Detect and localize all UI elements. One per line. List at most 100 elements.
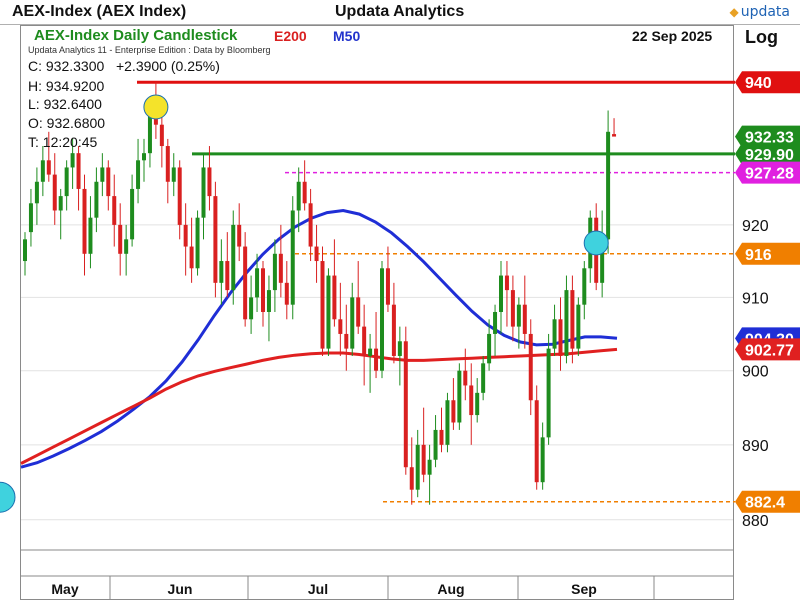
candle-body xyxy=(112,196,117,225)
ohlc-high: H: 934.9200 xyxy=(28,78,105,94)
candle-body xyxy=(106,167,111,197)
candle-body xyxy=(374,348,379,371)
candle-body xyxy=(261,268,265,312)
candle-body xyxy=(504,275,509,291)
candle-body xyxy=(493,311,498,334)
updata-logo-icon: ◆ xyxy=(729,5,739,19)
candle-body xyxy=(510,290,515,327)
candle-body xyxy=(582,268,587,305)
candle-body xyxy=(118,224,123,254)
candle-body xyxy=(499,275,503,312)
candle-body xyxy=(606,131,611,240)
candle-body xyxy=(52,174,57,211)
level-axis-label-882.4-text: 882.4 xyxy=(745,495,785,512)
candle-body xyxy=(451,400,456,423)
candle-body xyxy=(552,319,557,349)
month-label-aug: Aug xyxy=(437,581,464,597)
month-label-may: May xyxy=(51,581,78,597)
candle-body xyxy=(272,253,277,291)
y-tick-label: 880 xyxy=(742,513,769,530)
marker-circle xyxy=(583,230,609,256)
app-title: Updata Analytics xyxy=(335,3,465,20)
candle-body xyxy=(177,167,182,225)
candle-body xyxy=(570,290,575,349)
log-scale-label[interactable]: Log xyxy=(745,27,778,47)
month-label-jul: Jul xyxy=(308,581,328,597)
ohlc-low: L: 932.6400 xyxy=(28,96,102,112)
candle-body xyxy=(469,385,474,416)
candle-body xyxy=(23,239,27,262)
candle-body xyxy=(88,217,93,254)
candle-body xyxy=(362,326,367,356)
candle-body xyxy=(231,224,236,291)
candle-body xyxy=(266,290,271,312)
candle-body xyxy=(338,319,343,334)
title-bar: AEX-Index (AEX Index) Updata Analytics ◆… xyxy=(0,0,800,25)
candle-body xyxy=(290,210,295,305)
candle-body xyxy=(421,444,426,475)
candle-body xyxy=(46,160,51,175)
candle-body xyxy=(64,167,69,197)
candle-body xyxy=(368,348,373,356)
candle-body xyxy=(207,167,212,197)
candle-body xyxy=(58,196,63,211)
level-axis-label-916-tag xyxy=(735,242,800,265)
y-tick-label: 900 xyxy=(742,364,769,381)
candle-body xyxy=(308,203,313,247)
candle-body xyxy=(522,304,527,334)
candle-body xyxy=(243,246,248,320)
level-axis-label-940-tag xyxy=(735,71,800,94)
last-price-axis-label-text: 932.33 xyxy=(745,130,794,147)
m50-legend: M50 xyxy=(333,28,361,44)
candle-body xyxy=(540,437,545,483)
candle-body xyxy=(385,268,390,305)
instrument-title: AEX-Index (AEX Index) xyxy=(12,3,187,20)
candle-body xyxy=(237,224,242,247)
chart-title: AEX-Index Daily Candlestick xyxy=(34,27,238,44)
level-axis-label-929.90-tag xyxy=(735,142,800,165)
candle-body xyxy=(558,319,563,356)
candle-body xyxy=(445,400,450,445)
candle-body xyxy=(612,134,617,137)
last-price-axis-label-tag xyxy=(735,125,800,148)
candle-body xyxy=(28,203,33,233)
candle-body xyxy=(600,239,605,283)
candle-body xyxy=(70,153,75,168)
candle-body xyxy=(249,297,254,320)
y-tick-label: 890 xyxy=(742,438,769,455)
candle-body xyxy=(332,275,337,320)
candle-body xyxy=(463,370,468,386)
updata-logo[interactable]: ◆ updata xyxy=(729,4,790,20)
candle-body xyxy=(546,348,551,438)
candle-body xyxy=(481,363,486,393)
candle-body xyxy=(225,261,230,291)
change-value: +2.3900 (0.25%) xyxy=(115,58,220,74)
candle-body xyxy=(183,224,188,247)
candle-body xyxy=(255,268,260,298)
candle-body xyxy=(195,217,200,269)
candle-body xyxy=(397,341,402,356)
candle-body xyxy=(165,146,170,182)
candle-body xyxy=(296,181,301,211)
candle-body xyxy=(142,153,146,161)
candle-body xyxy=(475,392,480,416)
ohlc-time: T: 12:20:45 xyxy=(28,134,98,150)
candle-body xyxy=(350,297,355,349)
candle-body xyxy=(213,196,218,283)
candle-body xyxy=(391,304,396,356)
candle-body xyxy=(564,290,569,356)
marker-circle xyxy=(0,481,16,513)
candle-body xyxy=(427,459,432,475)
candle-body xyxy=(159,124,164,147)
candle-body xyxy=(415,444,420,490)
level-axis-label-940-text: 940 xyxy=(745,75,772,92)
updata-logo-text: updata xyxy=(740,4,790,20)
candle-body xyxy=(457,370,462,423)
level-axis-label-882.4-tag xyxy=(735,490,800,513)
month-label-sep: Sep xyxy=(571,581,597,597)
candle-body xyxy=(136,160,141,189)
level-axis-label-927.28-tag xyxy=(735,161,800,184)
level-axis-label-916-text: 916 xyxy=(745,247,772,264)
data-source-note: Updata Analytics 11 - Enterprise Edition… xyxy=(28,45,271,55)
